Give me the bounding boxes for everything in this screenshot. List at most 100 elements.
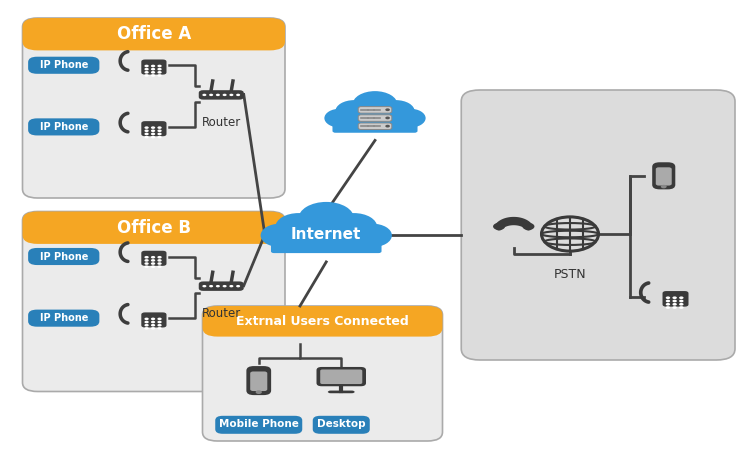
FancyBboxPatch shape — [215, 416, 302, 434]
Circle shape — [386, 125, 390, 127]
Circle shape — [236, 285, 240, 288]
Circle shape — [151, 327, 155, 330]
Circle shape — [151, 318, 155, 320]
FancyBboxPatch shape — [316, 367, 366, 386]
Circle shape — [145, 324, 148, 327]
Circle shape — [377, 100, 415, 122]
Circle shape — [256, 390, 262, 394]
Circle shape — [158, 266, 162, 268]
Circle shape — [666, 303, 670, 306]
FancyBboxPatch shape — [28, 248, 99, 265]
Circle shape — [151, 71, 155, 74]
FancyBboxPatch shape — [652, 162, 675, 189]
Circle shape — [145, 71, 148, 74]
Circle shape — [151, 136, 155, 139]
Circle shape — [679, 306, 683, 309]
Circle shape — [145, 262, 148, 265]
Circle shape — [145, 68, 148, 71]
Circle shape — [151, 256, 155, 258]
Circle shape — [151, 324, 155, 327]
Circle shape — [145, 256, 148, 258]
Circle shape — [145, 133, 148, 135]
FancyBboxPatch shape — [28, 57, 99, 74]
Circle shape — [661, 185, 667, 189]
FancyBboxPatch shape — [328, 391, 355, 393]
Circle shape — [158, 318, 162, 320]
Circle shape — [305, 224, 347, 249]
Circle shape — [158, 324, 162, 327]
Text: IP Phone: IP Phone — [40, 313, 88, 323]
Circle shape — [158, 71, 162, 74]
Circle shape — [352, 224, 392, 247]
Circle shape — [145, 130, 148, 132]
Circle shape — [679, 297, 683, 299]
Circle shape — [673, 306, 676, 309]
FancyBboxPatch shape — [28, 310, 99, 327]
Circle shape — [151, 259, 155, 262]
Circle shape — [158, 126, 162, 129]
FancyBboxPatch shape — [251, 372, 267, 391]
Text: IP Phone: IP Phone — [40, 60, 88, 70]
Circle shape — [666, 300, 670, 302]
Circle shape — [275, 213, 322, 241]
Circle shape — [666, 306, 670, 309]
Circle shape — [145, 321, 148, 324]
FancyBboxPatch shape — [141, 251, 166, 266]
Circle shape — [158, 259, 162, 262]
Circle shape — [151, 262, 155, 265]
Circle shape — [145, 327, 148, 330]
FancyBboxPatch shape — [141, 59, 166, 75]
FancyBboxPatch shape — [202, 306, 442, 337]
Text: PSTN: PSTN — [554, 268, 586, 281]
Circle shape — [216, 285, 220, 288]
Text: Router: Router — [202, 116, 241, 129]
Circle shape — [158, 74, 162, 77]
Text: Extrnal Users Connected: Extrnal Users Connected — [236, 315, 409, 328]
Circle shape — [666, 297, 670, 299]
FancyBboxPatch shape — [22, 212, 285, 392]
FancyBboxPatch shape — [332, 116, 418, 133]
Circle shape — [158, 256, 162, 258]
FancyBboxPatch shape — [202, 306, 442, 441]
Text: Mobile Phone: Mobile Phone — [219, 419, 298, 429]
FancyBboxPatch shape — [22, 18, 285, 50]
FancyBboxPatch shape — [656, 167, 672, 185]
Circle shape — [158, 262, 162, 265]
Circle shape — [202, 94, 206, 96]
Circle shape — [209, 285, 213, 288]
FancyBboxPatch shape — [358, 123, 392, 130]
FancyBboxPatch shape — [313, 416, 370, 434]
Circle shape — [158, 321, 162, 324]
Circle shape — [335, 100, 373, 122]
Text: Desktop: Desktop — [317, 419, 365, 429]
Circle shape — [158, 65, 162, 67]
Text: Internet: Internet — [291, 227, 362, 243]
Circle shape — [236, 94, 240, 96]
Circle shape — [151, 266, 155, 268]
Circle shape — [523, 223, 535, 230]
Circle shape — [151, 133, 155, 135]
Circle shape — [331, 213, 377, 241]
Circle shape — [358, 109, 392, 130]
Circle shape — [151, 65, 155, 67]
FancyBboxPatch shape — [199, 90, 244, 99]
FancyBboxPatch shape — [199, 281, 244, 291]
FancyBboxPatch shape — [662, 291, 688, 306]
Circle shape — [223, 94, 226, 96]
Text: Office B: Office B — [117, 219, 190, 237]
Circle shape — [158, 68, 162, 71]
Circle shape — [679, 300, 683, 302]
Circle shape — [145, 259, 148, 262]
FancyBboxPatch shape — [141, 121, 166, 136]
Text: Router: Router — [202, 307, 241, 320]
Circle shape — [216, 94, 220, 96]
FancyBboxPatch shape — [320, 369, 362, 384]
FancyBboxPatch shape — [358, 107, 392, 113]
Circle shape — [223, 285, 226, 288]
Circle shape — [158, 130, 162, 132]
Circle shape — [260, 224, 300, 247]
Circle shape — [151, 126, 155, 129]
Text: Office A: Office A — [117, 25, 190, 43]
Text: IP Phone: IP Phone — [40, 122, 88, 132]
Circle shape — [151, 130, 155, 132]
